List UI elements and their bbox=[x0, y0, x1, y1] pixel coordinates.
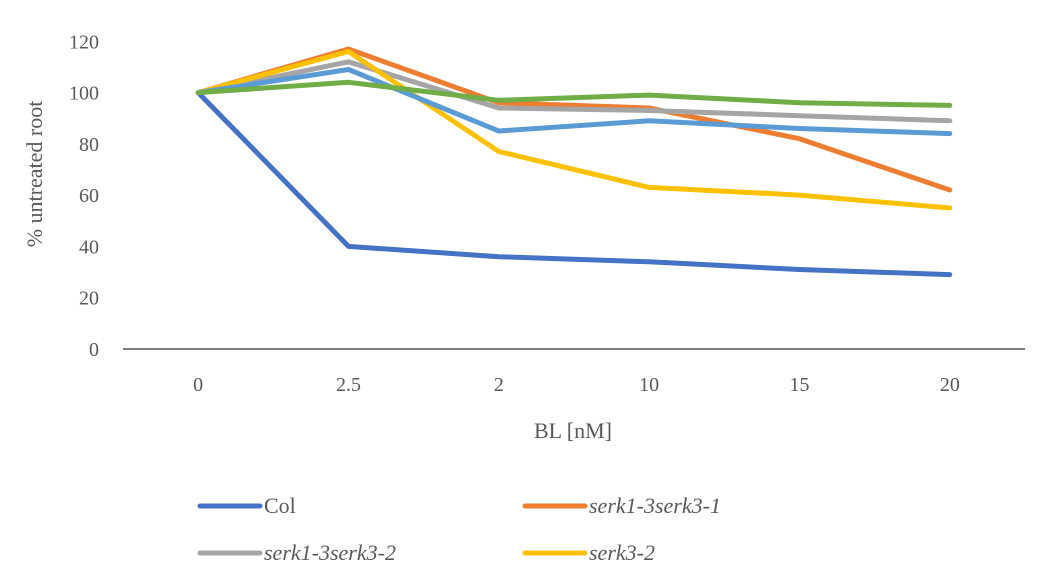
y-tick-label: 20 bbox=[79, 288, 99, 310]
y-axis-ticks: 0 20 40 60 80 100 120 bbox=[69, 31, 99, 361]
x-tick-label: 10 bbox=[639, 374, 659, 396]
legend: Col serk1-3serk3-1 serk1-3serk3-2 serk3-2 bbox=[197, 493, 721, 565]
legend-label: serk3-2 bbox=[589, 540, 655, 565]
x-tick-label: 20 bbox=[940, 374, 960, 396]
y-axis-title: % untreated root bbox=[22, 101, 47, 248]
y-tick-label: 120 bbox=[69, 31, 99, 53]
legend-label: serk1-3serk3-2 bbox=[264, 540, 396, 565]
series-lines bbox=[195, 46, 953, 278]
x-tick-label: 0 bbox=[193, 374, 203, 396]
y-tick-label: 80 bbox=[79, 134, 99, 156]
legend-label: serk1-3serk3-1 bbox=[589, 493, 721, 518]
x-tick-label: 2 bbox=[494, 374, 504, 396]
y-tick-label: 0 bbox=[89, 339, 99, 361]
y-tick-label: 100 bbox=[69, 83, 99, 105]
series-line-3 bbox=[195, 49, 953, 211]
y-tick-label: 40 bbox=[79, 236, 99, 258]
y-tick-label: 60 bbox=[79, 185, 99, 207]
series-line-2 bbox=[195, 59, 953, 124]
x-tick-label: 2.5 bbox=[336, 374, 361, 396]
x-tick-label: 15 bbox=[790, 374, 810, 396]
series-line-0 bbox=[195, 90, 953, 278]
x-axis-ticks: 0 2.5 2 10 15 20 bbox=[193, 374, 960, 396]
x-axis-title: BL [nM] bbox=[534, 418, 612, 443]
legend-label: Col bbox=[264, 493, 296, 518]
series-line-5 bbox=[195, 79, 953, 108]
series-line-4 bbox=[195, 67, 953, 137]
